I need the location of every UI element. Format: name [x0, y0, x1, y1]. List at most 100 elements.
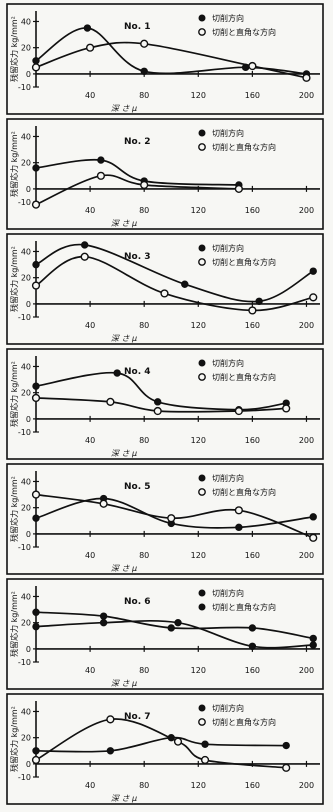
y-tick-label: 40 [21, 477, 31, 486]
data-point-open [140, 180, 149, 190]
data-point-open [234, 506, 243, 515]
legend-marker-open [198, 143, 206, 151]
x-tick-label: 200 [299, 206, 314, 215]
legend-label: 切削と直角な方向 [212, 487, 276, 497]
data-point-filled [99, 612, 108, 620]
data-point-filled [32, 260, 40, 269]
legend-label: 切削と直角な方向 [212, 142, 276, 152]
y-tick-label: 40 [21, 592, 31, 601]
data-point-open [309, 293, 318, 302]
data-point-filled [83, 24, 92, 32]
data-point-filled [309, 641, 317, 649]
data-point-filled [167, 624, 175, 632]
chart-svg: -10 0 20 40 40 80 120 160 200 残留応力 kg/mm² 深 さ μ No.… [6, 578, 324, 690]
panel-frame [6, 578, 324, 690]
x-tick-label: 160 [245, 206, 260, 215]
data-point-open [282, 763, 291, 772]
data-point-open [282, 404, 291, 413]
x-tick-label: 40 [85, 321, 95, 330]
panel-frame [6, 693, 324, 805]
panel-label: No. 6 [124, 597, 151, 607]
x-tick-label: 40 [85, 551, 95, 560]
data-point-open [200, 755, 210, 765]
data-point-open [173, 737, 183, 746]
data-point-open [167, 514, 176, 523]
data-point-open [160, 289, 169, 298]
x-tick-label: 200 [299, 321, 314, 330]
data-point-filled [32, 164, 40, 172]
y-axis-label: 残留応力 kg/mm² [9, 591, 19, 657]
x-tick-label: 200 [299, 666, 314, 675]
series-line-2 [35, 619, 314, 649]
x-tick-label: 80 [139, 781, 149, 790]
legend-label: 切削方向 [212, 358, 244, 368]
data-point-filled [32, 608, 40, 616]
data-point-open [248, 306, 257, 315]
data-point-open [31, 281, 41, 290]
legend-marker-open [198, 258, 206, 266]
y-axis-label: 残留応力 kg/mm² [9, 16, 19, 82]
x-tick-label: 120 [191, 206, 206, 215]
panel-label: No. 1 [124, 22, 151, 32]
data-point-open [309, 533, 318, 542]
panel-label: No. 5 [124, 482, 151, 492]
x-tick-label: 80 [139, 206, 149, 215]
chart-panel-7: -10 0 20 40 40 80 120 160 200 残留応力 kg/mm² 深 さ μ No.… [6, 693, 324, 805]
y-tick-label: 20 [21, 504, 31, 513]
data-point-filled [140, 67, 148, 75]
data-point-open [31, 755, 41, 765]
chart-panel-1: -10 0 20 40 40 80 120 160 200 残留応力 kg/mm² 深 さ μ No.… [6, 3, 324, 115]
data-point-filled [32, 57, 40, 65]
x-tick-label: 200 [299, 91, 314, 100]
legend-marker-open [198, 28, 206, 36]
panel-frame [6, 233, 324, 345]
x-tick-label: 160 [245, 436, 260, 445]
x-tick-label: 40 [85, 666, 95, 675]
x-tick-label: 120 [191, 436, 206, 445]
x-tick-label: 160 [245, 321, 260, 330]
y-tick-label: -10 [18, 198, 31, 207]
panel-frame [6, 118, 324, 230]
data-point-filled [201, 740, 209, 748]
y-tick-label: 0 [26, 645, 31, 654]
data-point-filled [32, 514, 40, 522]
chart-svg: -10 0 20 40 40 80 120 160 200 残留応力 kg/mm² 深 さ μ No.… [6, 348, 324, 460]
data-point-filled [309, 513, 317, 521]
panel-frame [6, 348, 324, 460]
legend-marker-open [198, 488, 206, 496]
y-tick-label: -10 [18, 428, 31, 437]
series-line-1 [35, 611, 314, 640]
data-point-open [234, 184, 243, 193]
y-tick-label: -10 [18, 658, 31, 667]
y-tick-label: -10 [18, 83, 31, 92]
legend-label: 切削方向 [212, 243, 244, 253]
x-tick-label: 80 [139, 551, 149, 560]
legend-label: 切削と直角な方向 [212, 602, 276, 612]
data-point-filled [97, 156, 105, 164]
x-axis-label: 深 さ μ [111, 334, 137, 343]
panel-frame [6, 3, 324, 115]
data-point-filled [309, 634, 317, 643]
legend-marker-open [198, 373, 206, 381]
data-point-filled [309, 267, 317, 275]
legend-label: 切削と直角な方向 [212, 372, 276, 382]
y-tick-label: 20 [21, 159, 31, 168]
data-point-filled [106, 747, 115, 755]
y-tick-label: 40 [21, 132, 31, 141]
data-point-filled [181, 280, 189, 288]
series-line-2 [35, 174, 239, 206]
legend-label: 切削方向 [212, 588, 244, 598]
data-point-open [302, 73, 311, 82]
data-point-open [31, 200, 41, 209]
data-point-filled [255, 297, 263, 305]
y-tick-label: -10 [18, 543, 31, 552]
series-line-1 [35, 736, 287, 753]
data-point-open [106, 397, 115, 406]
data-point-open [31, 490, 41, 499]
x-axis-label: 深 さ μ [111, 794, 137, 803]
panel-label: No. 2 [124, 137, 151, 147]
chart-panel-4: -10 0 20 40 40 80 120 160 200 残留応力 kg/mm² 深 さ μ No.… [6, 348, 324, 460]
y-tick-label: 0 [26, 530, 31, 539]
legend-marker-filled [198, 603, 206, 611]
legend-marker-filled [198, 244, 206, 252]
